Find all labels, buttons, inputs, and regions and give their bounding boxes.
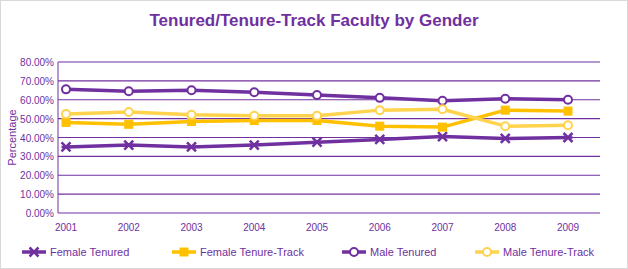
point-marker — [62, 142, 71, 151]
point-marker — [564, 121, 572, 129]
chart: Tenured/Tenure-Track Faculty by Gender Pe… — [0, 0, 628, 269]
legend-label: Female Tenured — [50, 246, 129, 258]
x-tick-label: 2002 — [118, 222, 141, 233]
point-marker — [250, 112, 258, 120]
grid-line — [58, 156, 600, 157]
title: Tenured/Tenure-Track Faculty by Gender — [149, 11, 478, 30]
grid-line — [58, 118, 600, 119]
series-line — [66, 137, 568, 147]
series-line — [66, 110, 568, 127]
point-marker — [501, 122, 509, 130]
point-marker — [62, 110, 70, 118]
y-tick-label: 40.00% — [20, 133, 54, 144]
point-marker — [62, 118, 70, 126]
point-marker — [313, 138, 322, 147]
x-tick-label: 2003 — [180, 222, 203, 233]
legend-label: Female Tenure-Track — [200, 246, 304, 258]
point-marker — [250, 141, 259, 150]
point-marker — [376, 94, 384, 102]
point-marker — [313, 112, 321, 120]
point-marker — [376, 122, 384, 130]
legend-marker — [180, 248, 188, 256]
plot-area — [62, 85, 573, 151]
point-marker — [501, 95, 509, 103]
x-tick-label: 2005 — [306, 222, 329, 233]
point-marker — [62, 85, 70, 93]
point-marker — [313, 91, 321, 99]
point-marker — [125, 87, 133, 95]
point-marker — [187, 142, 196, 151]
y-tick-label: 30.00% — [20, 151, 54, 162]
point-marker — [438, 132, 447, 141]
legend-marker — [30, 248, 39, 257]
point-marker — [188, 86, 196, 94]
point-marker — [124, 141, 133, 150]
y-tick-label: 50.00% — [20, 114, 54, 125]
chart-frame — [1, 1, 628, 269]
grid-line — [58, 212, 600, 213]
point-marker — [439, 105, 447, 113]
point-marker — [439, 123, 447, 131]
point-marker — [375, 135, 384, 144]
x-tick-label: 2004 — [243, 222, 266, 233]
point-marker — [125, 108, 133, 116]
legend-label: Male Tenure-Track — [503, 246, 595, 258]
x-tick-label: 2001 — [55, 222, 78, 233]
point-marker — [376, 106, 384, 114]
y-tick-label: 20.00% — [20, 170, 54, 181]
series-line — [66, 89, 568, 100]
legend-marker — [350, 248, 358, 256]
point-marker — [188, 111, 196, 119]
y-tick-label: 60.00% — [20, 95, 54, 106]
x-tick-label: 2009 — [557, 222, 580, 233]
grid-line — [58, 175, 600, 176]
point-marker — [564, 96, 572, 104]
point-marker — [501, 134, 510, 143]
point-marker — [250, 88, 258, 96]
legend-label: Male Tenured — [370, 246, 436, 258]
x-tick-label: 2008 — [494, 222, 517, 233]
grid-line — [58, 80, 600, 81]
x-tick-label: 2007 — [431, 222, 454, 233]
y-axis-line — [58, 62, 59, 213]
grid-line — [58, 194, 600, 195]
grid-line — [58, 61, 600, 62]
point-marker — [564, 133, 573, 142]
y-axis-label: Percentage — [6, 109, 18, 165]
point-marker — [439, 97, 447, 105]
y-tick-label: 10.00% — [20, 189, 54, 200]
y-tick-label: 70.00% — [20, 76, 54, 87]
point-marker — [125, 120, 133, 128]
series-line — [66, 109, 568, 126]
y-tick-label: 80.00% — [20, 57, 54, 68]
x-tick-label: 2006 — [369, 222, 392, 233]
legend-marker — [483, 248, 491, 256]
point-marker — [501, 106, 509, 114]
y-tick-label: 0.00% — [26, 208, 54, 219]
point-marker — [564, 107, 572, 115]
